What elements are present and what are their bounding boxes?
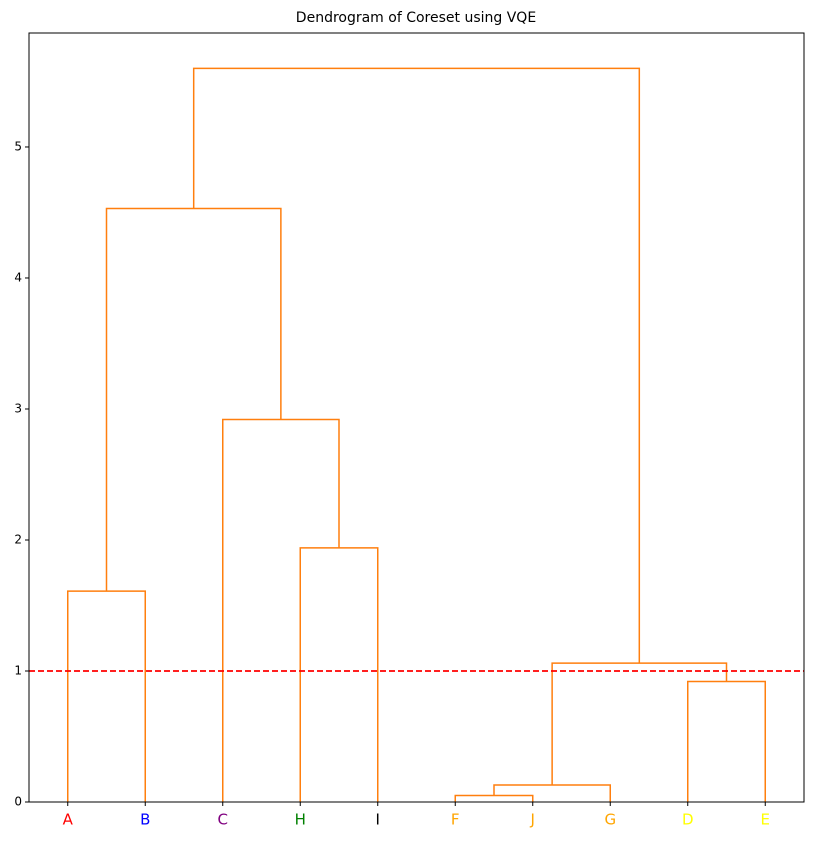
- leaf-label: F: [451, 811, 460, 829]
- link: [222, 418, 340, 802]
- chart-title: Dendrogram of Coreset using VQE: [296, 10, 536, 26]
- link: [687, 680, 766, 802]
- leaf-label: H: [295, 811, 306, 829]
- link: [454, 794, 534, 802]
- leaf-label: D: [682, 811, 694, 829]
- leaf-label: C: [218, 811, 228, 829]
- link: [192, 67, 641, 664]
- link: [493, 784, 611, 802]
- plot-frame: [28, 32, 805, 803]
- leaf-label: G: [604, 811, 616, 829]
- leaf-label: I: [376, 811, 380, 829]
- leaf-label: B: [140, 811, 150, 829]
- y-tick-label: 5: [14, 139, 22, 153]
- y-tick-label: 4: [14, 270, 22, 284]
- link: [105, 207, 282, 592]
- link: [299, 547, 379, 802]
- link: [67, 590, 146, 802]
- y-tick-label: 2: [14, 532, 22, 546]
- link: [551, 662, 728, 785]
- y-tick-label: 0: [14, 795, 22, 809]
- leaf-label: A: [63, 811, 74, 829]
- y-tick-label: 3: [14, 401, 22, 415]
- y-tick-label: 1: [14, 663, 22, 677]
- leaf-label: E: [761, 811, 770, 829]
- leaf-label: J: [530, 811, 535, 829]
